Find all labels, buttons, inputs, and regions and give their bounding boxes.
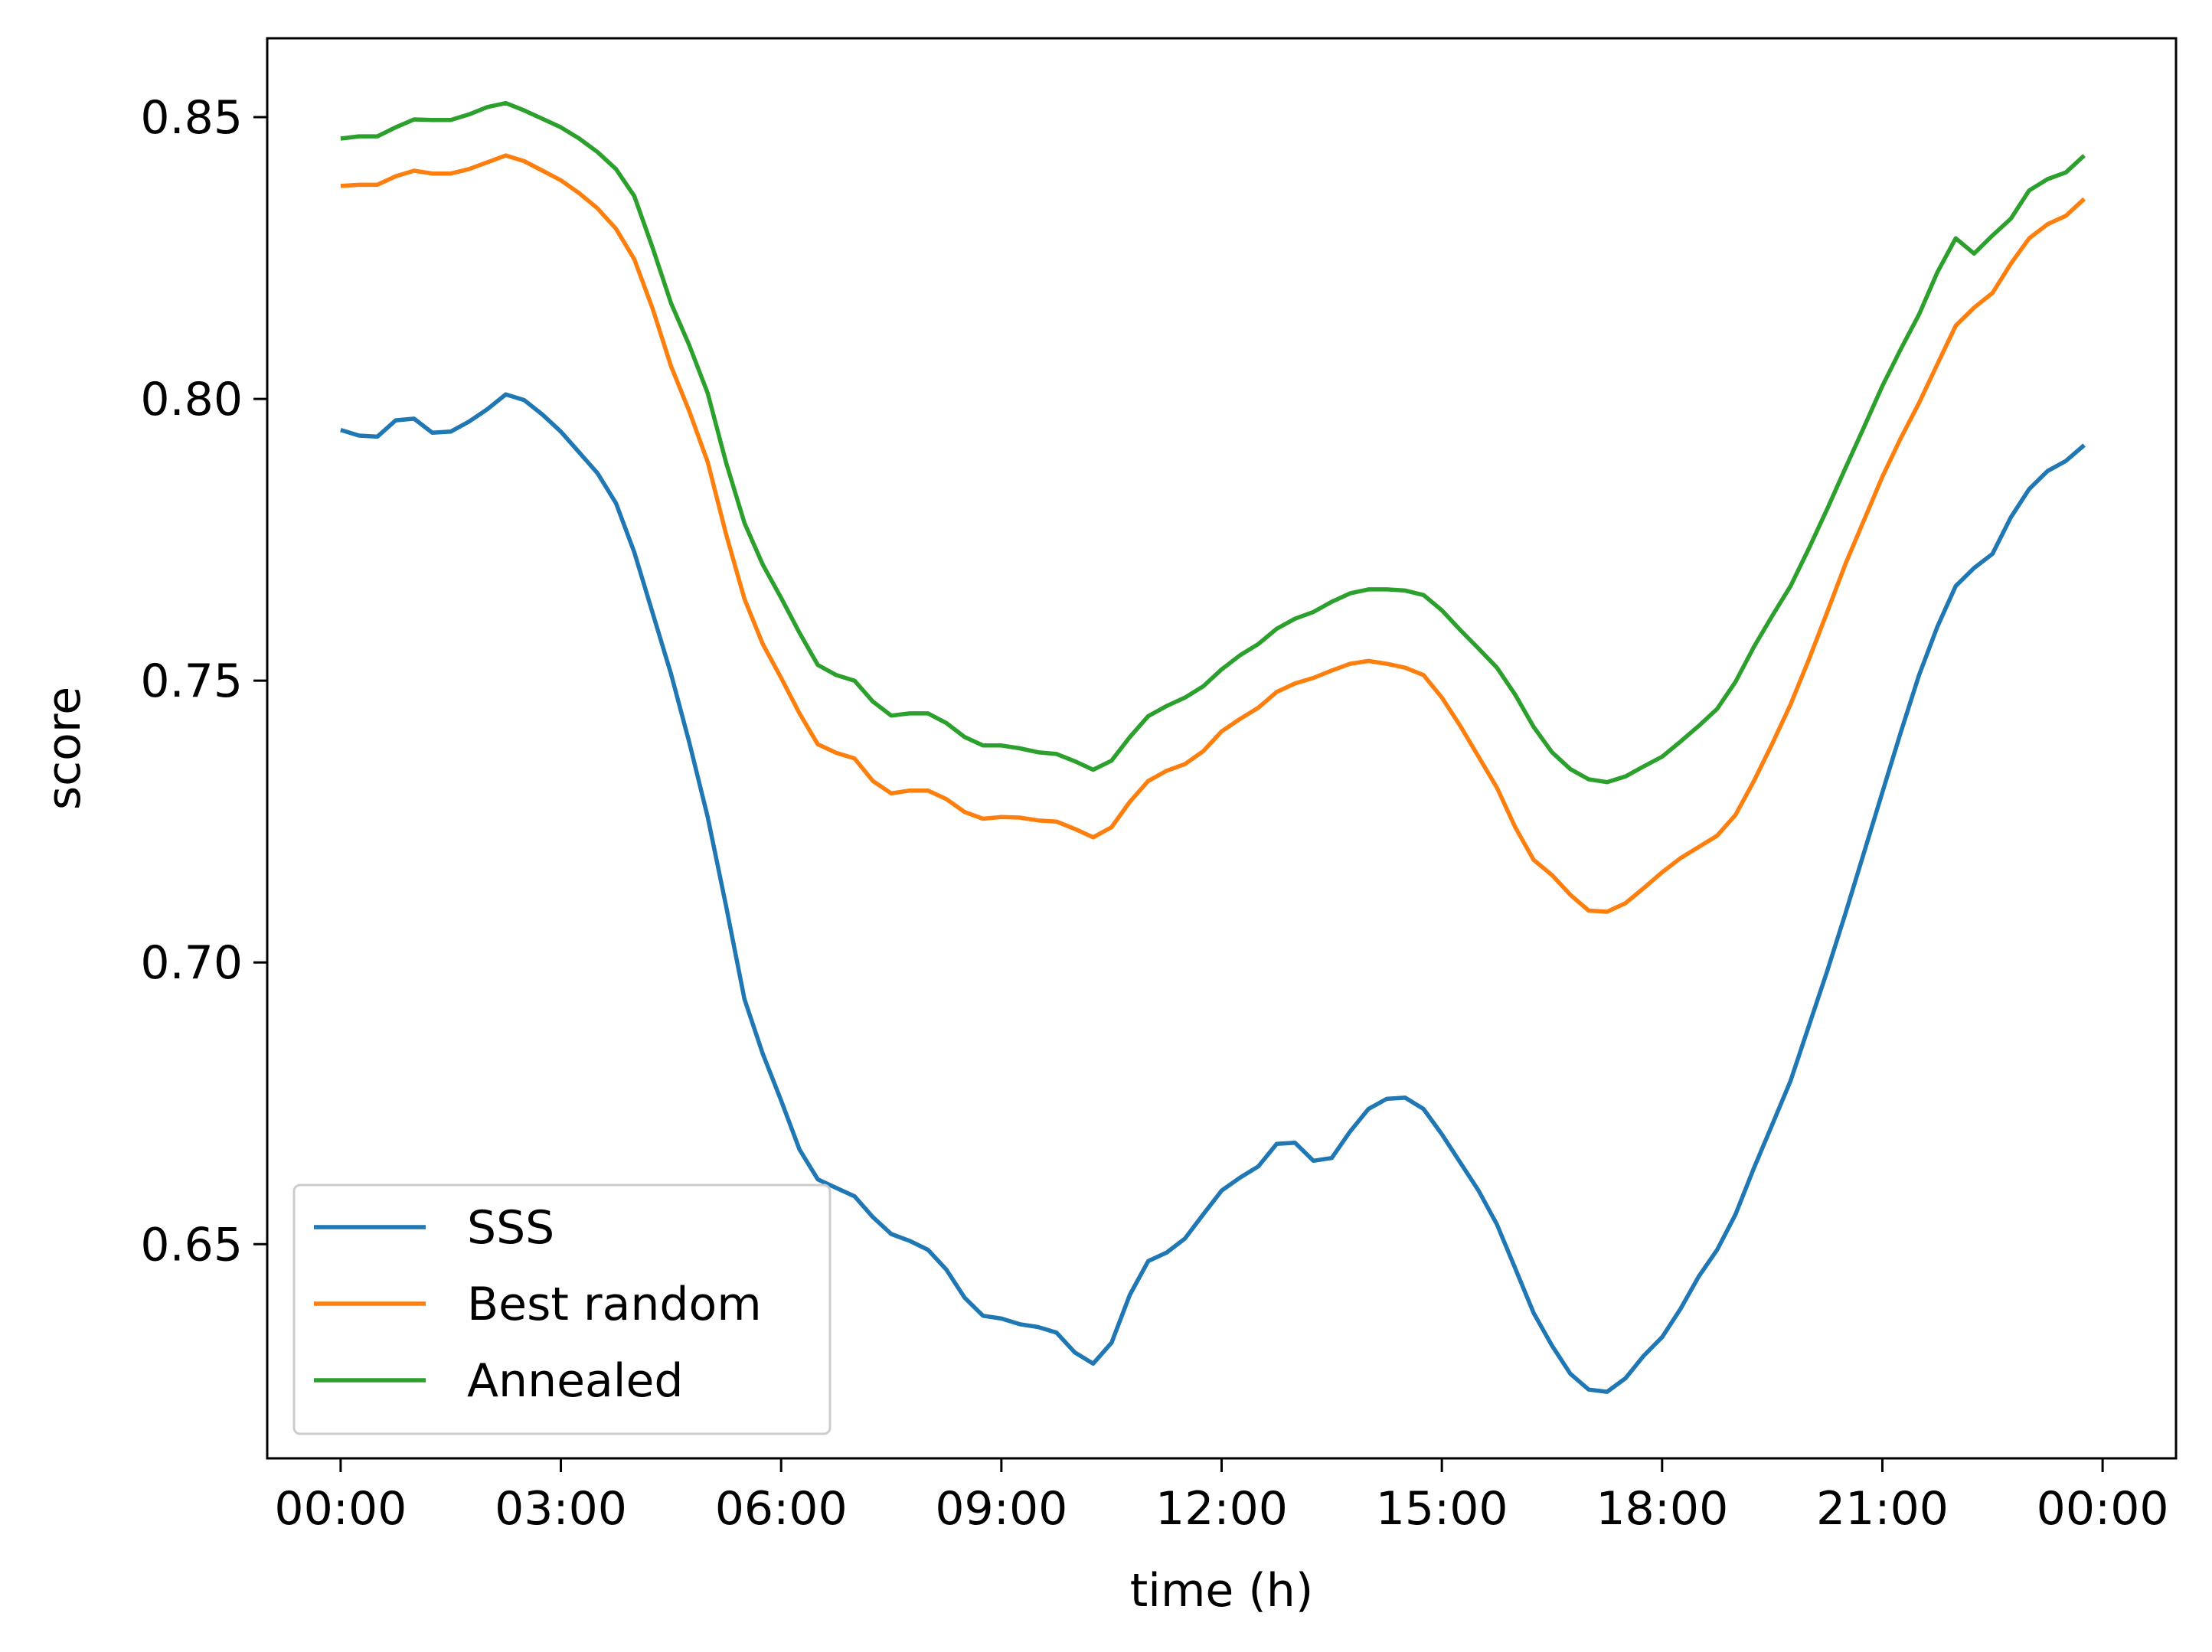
x-tick-label: 09:00 [935, 1482, 1067, 1536]
y-tick-label: 0.85 [140, 91, 243, 145]
series-line-sss [340, 392, 2086, 1394]
y-axis: 0.65 0.70 0.75 0.80 0.85 [140, 91, 267, 1272]
legend-label: SSS [467, 1201, 554, 1255]
legend-label: Annealed [467, 1354, 683, 1408]
x-axis: 00:00 03:00 06:00 09:00 12:00 15:00 18:00 21:00… [274, 1458, 2169, 1536]
y-tick-label: 0.65 [140, 1218, 243, 1272]
y-axis-label: score [38, 687, 91, 810]
series-line-annealed [340, 100, 2086, 785]
y-tick-label: 0.75 [140, 655, 243, 708]
x-tick-label: 21:00 [1816, 1482, 1949, 1536]
series-lines [340, 100, 2086, 1394]
series-line-best-random [340, 153, 2086, 914]
y-tick-label: 0.70 [140, 936, 243, 990]
x-tick-label: 00:00 [2037, 1482, 2169, 1536]
x-tick-label: 03:00 [495, 1482, 627, 1536]
x-tick-label: 18:00 [1596, 1482, 1728, 1536]
x-tick-label: 06:00 [715, 1482, 848, 1536]
x-axis-label: time (h) [1130, 1564, 1313, 1618]
legend-label: Best random [467, 1278, 762, 1331]
legend: SSS Best random Annealed [292, 1183, 832, 1435]
x-tick-label: 00:00 [274, 1482, 407, 1536]
legend-box [292, 1183, 832, 1435]
x-tick-label: 15:00 [1376, 1482, 1508, 1536]
x-tick-label: 12:00 [1155, 1482, 1288, 1536]
y-tick-label: 0.80 [140, 373, 243, 426]
